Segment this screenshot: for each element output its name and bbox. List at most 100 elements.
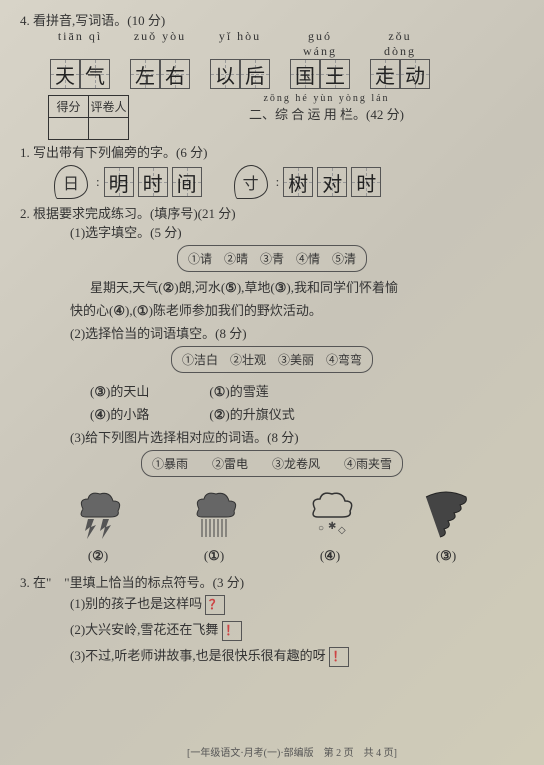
answer: ④ — [324, 548, 336, 563]
radical-box: 日 — [54, 165, 88, 199]
pinyin: zǒu dòng — [370, 29, 430, 59]
q3-item: (2)大兴安岭,雪花还在飞舞 ！ — [70, 617, 524, 643]
text: (2)大兴安岭,雪花还在飞舞 — [70, 622, 218, 637]
tian-box: 树 — [283, 167, 313, 197]
q2-title: 2. 根据要求完成练习。(填序号)(21 分) — [20, 203, 524, 222]
tian-box: 左 — [130, 59, 160, 89]
score-table: 得分 评卷人 — [48, 95, 129, 140]
blank-item: (①)的雪莲 — [209, 381, 268, 400]
text: 的天山 — [110, 384, 149, 399]
text: 快的心( — [70, 303, 113, 318]
answer: ① — [214, 384, 226, 399]
options-box: ①洁白 ②壮观 ③美丽 ④弯弯 — [171, 346, 373, 373]
punct-box: ！ — [222, 621, 242, 641]
hand-char: 右 — [165, 60, 185, 89]
tian-boxes-row: 天 气 左 右 以 后 国 王 走 动 — [50, 59, 524, 89]
answer: ① — [208, 548, 220, 563]
tian-box: 走 — [370, 59, 400, 89]
hand-char: 走 — [375, 60, 395, 89]
text: )陈老师参加我们的野炊活动。 — [149, 303, 322, 318]
tian-box: 动 — [400, 59, 430, 89]
blank-item: (③)的天山 — [90, 381, 149, 400]
tian-box: 间 — [172, 167, 202, 197]
radical-box: 寸 — [234, 165, 268, 199]
hand-char: 间 — [177, 168, 197, 197]
q4-title: 4. 看拼音,写词语。(10 分) — [20, 10, 524, 29]
answer: ④ — [94, 407, 106, 422]
hand-char: 国 — [295, 60, 315, 89]
text: 星期天,天气( — [90, 280, 163, 295]
weather-heavyrain: (①) — [184, 489, 244, 564]
tian-box: 后 — [240, 59, 270, 89]
pinyin: tiān qì — [50, 29, 110, 59]
colon: : — [276, 174, 280, 190]
text: 的雪莲 — [230, 384, 269, 399]
sleet-icon: ○ ✱ ◇ — [300, 489, 360, 544]
svg-text:○: ○ — [318, 523, 324, 534]
blank-item: (④)的小路 — [90, 404, 149, 423]
pinyin: yǐ hòu — [210, 29, 270, 59]
tian-box: 明 — [104, 167, 134, 197]
svg-text:✱: ✱ — [328, 521, 336, 532]
answer: ⑤ — [225, 280, 237, 295]
hand-char: 后 — [245, 60, 265, 89]
answer: ③ — [440, 548, 452, 563]
tian-box: 气 — [80, 59, 110, 89]
answer: ② — [163, 280, 175, 295]
q3-item: (1)别的孩子也是这样吗 ？ — [70, 591, 524, 617]
answer: ① — [137, 303, 149, 318]
weather-sleet: ○ ✱ ◇ (④) — [300, 489, 360, 564]
hand-char: 气 — [85, 60, 105, 89]
text: )朗,河水( — [174, 280, 225, 295]
text: ),( — [125, 303, 137, 318]
text: (1)别的孩子也是这样吗 — [70, 596, 202, 611]
q3-title: 3. 在" "里填上恰当的标点符号。(3 分) — [20, 572, 524, 591]
answer: ④ — [113, 303, 125, 318]
rain-icon — [184, 489, 244, 544]
weather-row: (②) (①) ○ ✱ ◇ (④) (③) — [40, 489, 504, 564]
page-footer: [一年级语文·月考(一)·部编版 第 2 页 共 4 页] — [20, 744, 544, 759]
blank-item: (②)的升旗仪式 — [209, 404, 294, 423]
text: 的升旗仪式 — [230, 407, 295, 422]
punct-box: ？ — [205, 595, 225, 615]
tian-box: 王 — [320, 59, 350, 89]
hand-char: 以 — [215, 60, 235, 89]
answer: ② — [92, 548, 104, 563]
answer: ③ — [275, 280, 287, 295]
score-cell: 得分 — [49, 96, 89, 118]
q2-1-line2: 快的心(④),(①)陈老师参加我们的野炊活动。 — [70, 299, 524, 322]
weather-tornado: (③) — [416, 489, 476, 564]
colon: : — [96, 174, 100, 190]
tornado-icon — [416, 489, 476, 544]
hand-char: 对 — [322, 168, 342, 197]
q2-1-line1: 星期天,天气(②)朗,河水(⑤),草地(③),我和同学们怀着愉 — [90, 276, 524, 299]
q2-2-title: (2)选择恰当的词语填空。(8 分) — [70, 323, 524, 342]
tian-box: 时 — [138, 167, 168, 197]
answer: ② — [214, 407, 226, 422]
thunder-icon — [68, 489, 128, 544]
hand-char: 树 — [288, 168, 308, 197]
hand-char: 时 — [356, 168, 376, 197]
pinyin: guó wáng — [290, 29, 350, 59]
text: 的小路 — [110, 407, 149, 422]
hand-char: 天 — [55, 60, 75, 89]
hand-char: 动 — [405, 60, 425, 89]
tian-box: 国 — [290, 59, 320, 89]
tian-box: 时 — [351, 167, 381, 197]
text: ),草地( — [237, 280, 275, 295]
answer: ③ — [94, 384, 106, 399]
pinyin: zuǒ yòu — [130, 29, 190, 59]
pinyin-row: tiān qì zuǒ yòu yǐ hòu guó wáng zǒu dòng — [50, 29, 524, 59]
q2-3-title: (3)给下列图片选择相对应的词语。(8 分) — [70, 427, 524, 446]
hand-char: 左 — [135, 60, 155, 89]
hand-char: 时 — [143, 168, 163, 197]
tian-box: 天 — [50, 59, 80, 89]
q2-1-title: (1)选字填空。(5 分) — [70, 222, 524, 241]
punct-box: ！ — [329, 647, 349, 667]
options-box: ①暴雨 ②雷电 ③龙卷风 ④雨夹雪 — [141, 450, 403, 477]
options-box: ①请 ②晴 ③青 ④情 ⑤清 — [177, 245, 367, 272]
tian-box: 以 — [210, 59, 240, 89]
empty-cell — [89, 118, 129, 140]
hand-char: 王 — [325, 60, 345, 89]
svg-text:◇: ◇ — [338, 525, 346, 536]
